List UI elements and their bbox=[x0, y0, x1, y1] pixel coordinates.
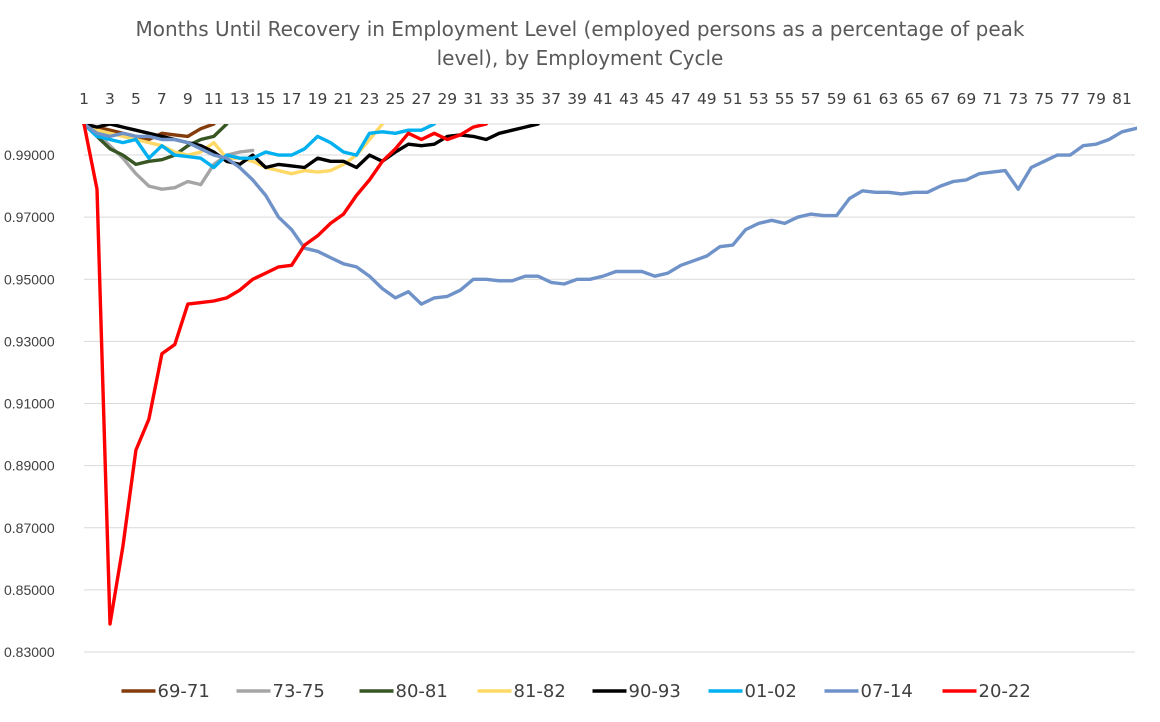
y-tick-label: 0.97000 bbox=[4, 209, 55, 225]
x-tick-label: 69 bbox=[956, 90, 976, 108]
legend-label: 69-71 bbox=[158, 681, 210, 702]
x-tick-label: 35 bbox=[515, 90, 535, 108]
legend-label: 20-22 bbox=[979, 681, 1031, 702]
chart-title: Months Until Recovery in Employment Leve… bbox=[136, 17, 1025, 70]
x-tick-label: 73 bbox=[1008, 90, 1028, 108]
legend-label: 01-02 bbox=[745, 681, 797, 702]
x-tick-label: 57 bbox=[801, 90, 821, 108]
series-line-01-02 bbox=[82, 124, 436, 170]
plot-area bbox=[82, 124, 1137, 626]
legend-item-90-93: 90-93 bbox=[592, 681, 681, 702]
series-line-69-71 bbox=[82, 124, 216, 142]
x-tick-label: 25 bbox=[386, 90, 406, 108]
y-tick-label: 0.89000 bbox=[4, 458, 55, 474]
x-tick-label: 81 bbox=[1112, 90, 1132, 108]
x-tick-label: 7 bbox=[157, 90, 167, 108]
x-tick-label: 45 bbox=[645, 90, 665, 108]
series-line-80-81 bbox=[82, 124, 229, 167]
legend-label: 81-82 bbox=[514, 681, 566, 702]
x-tick-label: 27 bbox=[411, 90, 431, 108]
x-tick-label: 53 bbox=[749, 90, 769, 108]
x-tick-label: 31 bbox=[463, 90, 483, 108]
x-tick-label: 67 bbox=[931, 90, 951, 108]
x-tick-label: 77 bbox=[1060, 90, 1080, 108]
y-axis: 0.83000 0.85000 0.87000 0.89000 0.91000 0.930… bbox=[4, 147, 55, 660]
legend-item-80-81: 80-81 bbox=[359, 681, 448, 702]
x-tick-label: 39 bbox=[567, 90, 587, 108]
chart-title-line-2: level), by Employment Cycle bbox=[437, 46, 724, 70]
x-tick-label: 59 bbox=[827, 90, 847, 108]
legend-item-73-75: 73-75 bbox=[236, 681, 325, 702]
legend-item-81-82: 81-82 bbox=[477, 681, 566, 702]
x-tick-label: 47 bbox=[671, 90, 691, 108]
x-tick-label: 3 bbox=[105, 90, 115, 108]
legend-label: 80-81 bbox=[396, 681, 448, 702]
x-tick-label: 61 bbox=[853, 90, 873, 108]
x-tick-label: 13 bbox=[230, 90, 250, 108]
gridlines bbox=[84, 154, 1135, 653]
y-tick-label: 0.99000 bbox=[4, 147, 55, 163]
y-tick-label: 0.87000 bbox=[4, 520, 55, 536]
x-tick-label: 75 bbox=[1034, 90, 1054, 108]
x-tick-label: 15 bbox=[256, 90, 276, 108]
x-tick-label: 41 bbox=[593, 90, 613, 108]
y-tick-label: 0.83000 bbox=[4, 644, 55, 660]
x-tick-label: 17 bbox=[282, 90, 302, 108]
legend-item-20-22: 20-22 bbox=[942, 681, 1031, 702]
x-tick-label: 79 bbox=[1086, 90, 1106, 108]
x-tick-label: 5 bbox=[131, 90, 141, 108]
x-tick-label: 63 bbox=[879, 90, 899, 108]
series-line-07-14 bbox=[82, 124, 1137, 306]
x-tick-label: 49 bbox=[697, 90, 717, 108]
x-tick-label: 55 bbox=[775, 90, 795, 108]
legend-item-01-02: 01-02 bbox=[708, 681, 797, 702]
legend: 69-71 73-75 80-81 81-82 90-93 01-02 07-14 20-22 bbox=[121, 681, 1031, 702]
x-tick-label: 33 bbox=[489, 90, 509, 108]
series-line-20-22 bbox=[82, 124, 488, 626]
x-tick-label: 71 bbox=[982, 90, 1002, 108]
chart-title-line-1: Months Until Recovery in Employment Leve… bbox=[136, 17, 1025, 41]
x-tick-label: 43 bbox=[619, 90, 639, 108]
x-tick-label: 19 bbox=[308, 90, 328, 108]
legend-label: 90-93 bbox=[629, 681, 681, 702]
x-tick-label: 21 bbox=[334, 90, 354, 108]
legend-item-07-14: 07-14 bbox=[824, 681, 913, 702]
x-tick-label: 11 bbox=[204, 90, 224, 108]
y-tick-label: 0.85000 bbox=[4, 582, 55, 598]
y-tick-label: 0.95000 bbox=[4, 271, 55, 287]
x-tick-label: 1 bbox=[79, 90, 89, 108]
x-tick-label: 29 bbox=[437, 90, 457, 108]
legend-label: 07-14 bbox=[861, 681, 913, 702]
legend-label: 73-75 bbox=[273, 681, 325, 702]
x-axis: 1 3 5 7 9 11 13 15 17 19 21 23 25 27 29 31 33 35 37 39 41 43 4… bbox=[79, 90, 1135, 125]
x-tick-label: 9 bbox=[183, 90, 193, 108]
legend-item-69-71: 69-71 bbox=[121, 681, 210, 702]
x-tick-label: 65 bbox=[905, 90, 925, 108]
x-tick-label: 51 bbox=[723, 90, 743, 108]
x-tick-label: 37 bbox=[541, 90, 561, 108]
y-tick-label: 0.93000 bbox=[4, 333, 55, 349]
x-tick-label: 23 bbox=[360, 90, 380, 108]
y-tick-label: 0.91000 bbox=[4, 396, 55, 412]
